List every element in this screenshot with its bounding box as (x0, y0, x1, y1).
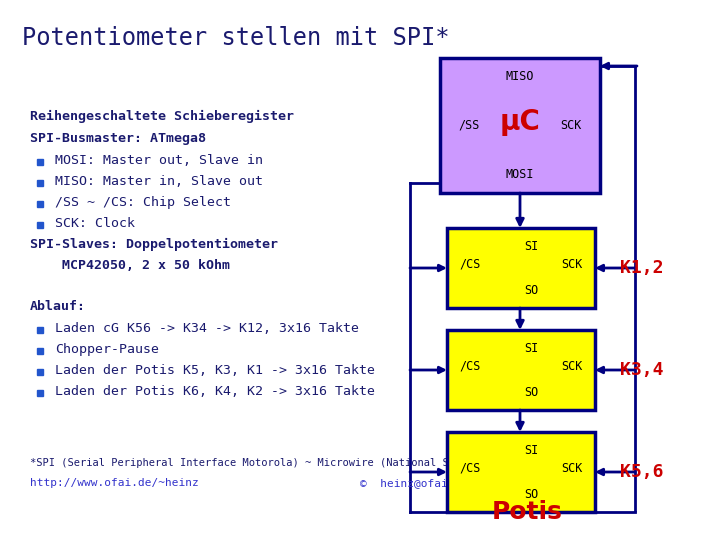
Text: /SS: /SS (458, 119, 480, 132)
Text: http://www.ofai.de/~heinz: http://www.ofai.de/~heinz (30, 478, 199, 488)
Text: Potentiometer stellen mit SPI*: Potentiometer stellen mit SPI* (22, 26, 449, 50)
Text: MOSI: Master out, Slave in: MOSI: Master out, Slave in (55, 154, 263, 167)
Bar (440, 58, 600, 193)
Text: SO: SO (524, 284, 538, 296)
Text: ©  heinz@ofai.de: © heinz@ofai.de (360, 478, 468, 488)
Text: SPI-Slaves: Doppelpotentiometer: SPI-Slaves: Doppelpotentiometer (30, 238, 278, 251)
Text: *SPI (Serial Peripheral Interface Motorola) ~ Microwire (National Sem.): *SPI (Serial Peripheral Interface Motoro… (30, 458, 474, 468)
Text: Reihengeschaltete Schieberegister: Reihengeschaltete Schieberegister (30, 110, 294, 123)
Text: SCK: Clock: SCK: Clock (55, 217, 135, 230)
Text: K3,4: K3,4 (620, 361, 664, 379)
Text: SPI-Busmaster: ATmega8: SPI-Busmaster: ATmega8 (30, 132, 206, 145)
Text: Laden cG K56 -> K34 -> K12, 3x16 Takte: Laden cG K56 -> K34 -> K12, 3x16 Takte (55, 322, 359, 335)
Text: Chopper-Pause: Chopper-Pause (55, 343, 159, 356)
Text: SO: SO (524, 488, 538, 501)
Text: SI: SI (524, 341, 538, 354)
Text: K5,6: K5,6 (620, 463, 664, 481)
Bar (447, 432, 595, 512)
Text: /SS ~ /CS: Chip Select: /SS ~ /CS: Chip Select (55, 196, 231, 209)
Text: /CS: /CS (459, 462, 480, 475)
Text: Laden der Potis K5, K3, K1 -> 3x16 Takte: Laden der Potis K5, K3, K1 -> 3x16 Takte (55, 364, 375, 377)
Text: /CS: /CS (459, 360, 480, 373)
Text: Ablauf:: Ablauf: (30, 300, 86, 313)
Text: Potis: Potis (492, 500, 562, 524)
Text: SO: SO (524, 386, 538, 399)
Text: MISO: MISO (505, 70, 534, 83)
Bar (447, 330, 595, 410)
Text: MCP42050, 2 x 50 kOhm: MCP42050, 2 x 50 kOhm (30, 259, 230, 272)
Text: SI: SI (524, 443, 538, 456)
Text: /CS: /CS (459, 258, 480, 271)
Text: μC: μC (500, 107, 541, 136)
Text: MISO: Master in, Slave out: MISO: Master in, Slave out (55, 175, 263, 188)
Bar (447, 228, 595, 308)
Text: SCK: SCK (562, 258, 583, 271)
Text: SI: SI (524, 240, 538, 253)
Text: SCK: SCK (562, 360, 583, 373)
Text: K1,2: K1,2 (620, 259, 664, 277)
Text: Laden der Potis K6, K4, K2 -> 3x16 Takte: Laden der Potis K6, K4, K2 -> 3x16 Takte (55, 385, 375, 398)
Text: SCK: SCK (562, 462, 583, 475)
Text: SCK: SCK (561, 119, 582, 132)
Text: MOSI: MOSI (505, 168, 534, 181)
